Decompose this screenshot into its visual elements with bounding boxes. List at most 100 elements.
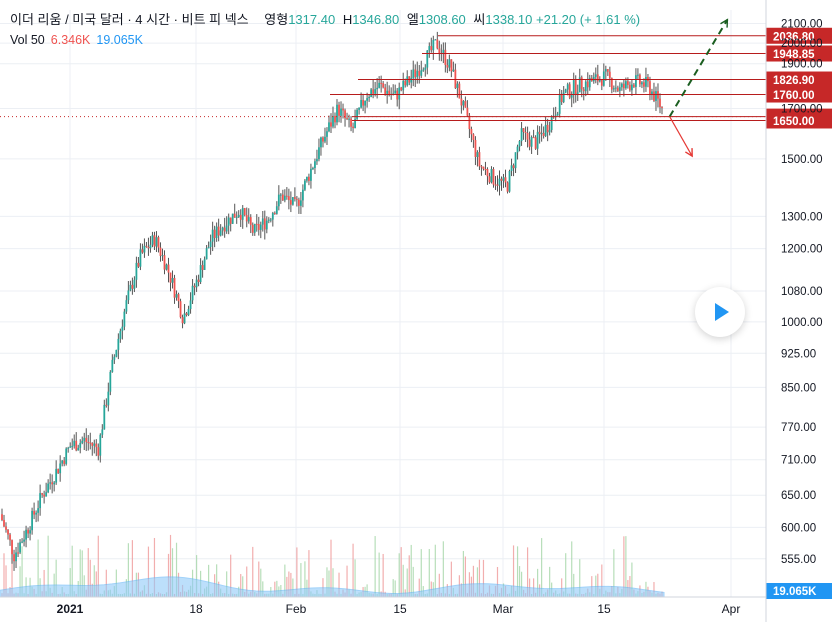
candle-body: [65, 448, 68, 464]
candle-body: [542, 132, 545, 136]
symbol-title[interactable]: 이더 리움 / 미국 달러 · 4 시간 · 비트 피 넥스: [10, 12, 249, 27]
volume-bar: [208, 564, 210, 597]
candle-body: [73, 440, 76, 446]
candle-body: [277, 194, 280, 207]
candle-body: [215, 226, 218, 238]
y-tick-label: 650.00: [781, 490, 816, 502]
candle-body: [524, 132, 527, 134]
candle-body: [450, 59, 453, 72]
volume-bar: [21, 546, 23, 597]
candle-body: [17, 552, 19, 554]
volume-bar: [262, 581, 264, 597]
candle-body: [304, 180, 306, 190]
candle-body: [113, 356, 116, 360]
candle-body: [328, 122, 330, 132]
candle-body: [332, 115, 334, 127]
candle-body: [458, 83, 461, 99]
candle-body: [582, 89, 585, 92]
candle-body: [606, 69, 609, 72]
candle-body: [125, 300, 128, 312]
candle-body: [480, 166, 483, 168]
candle-body: [55, 468, 58, 483]
play-button[interactable]: [695, 287, 745, 337]
candle-body: [655, 91, 657, 101]
candle-body: [492, 169, 495, 185]
volume-bar: [43, 569, 45, 597]
candle-body: [454, 69, 457, 88]
candle-body: [610, 78, 613, 90]
volume-bar: [625, 536, 627, 597]
volume-bar: [428, 549, 430, 597]
volume-bar: [623, 536, 625, 597]
candle-body: [500, 178, 503, 181]
level-tag-label: 1826.90: [773, 75, 815, 87]
candle-body: [3, 519, 5, 527]
candle-body: [267, 219, 270, 221]
level-tag: [766, 45, 832, 62]
candle-body: [540, 132, 543, 135]
candle-body: [508, 171, 511, 192]
candle-body: [550, 116, 553, 130]
candle-body: [374, 89, 377, 94]
candle-body: [185, 313, 188, 316]
candle-body: [464, 101, 467, 108]
x-tick-label: Apr: [722, 602, 741, 616]
volume-bar: [308, 550, 310, 597]
volume-bar: [127, 543, 129, 597]
volume-label[interactable]: Vol 50: [10, 33, 45, 47]
candle-body: [522, 128, 525, 133]
candle-body: [340, 108, 342, 116]
volume-bar: [398, 553, 400, 597]
candle-body: [653, 91, 655, 101]
candle-body: [37, 508, 40, 513]
candle-body: [578, 77, 581, 93]
candle-body: [456, 83, 459, 88]
volume-bar: [330, 539, 332, 597]
candle-body: [147, 246, 150, 249]
candle-body: [107, 391, 110, 406]
volume-bar: [410, 544, 412, 597]
volume-legend: Vol 50 6.346K 19.065K: [10, 33, 143, 47]
candle-body: [460, 98, 463, 106]
volume-bar: [478, 559, 481, 597]
candle-body: [9, 534, 11, 541]
candle-body: [5, 526, 7, 530]
candle-body: [484, 168, 487, 170]
candle-body: [474, 139, 477, 157]
volume-bar: [286, 576, 288, 597]
volume-bar: [79, 549, 81, 597]
candle-body: [520, 128, 523, 142]
volume-bar: [97, 535, 99, 597]
volume-bar: [153, 537, 156, 597]
candle-body: [191, 285, 194, 301]
volume-bar: [645, 581, 647, 597]
volume-bar: [246, 566, 248, 597]
candle-body: [59, 463, 62, 474]
candle-body: [69, 446, 72, 448]
candle-body: [574, 80, 577, 95]
candle-body: [308, 176, 310, 181]
candle-body: [404, 80, 407, 86]
volume-bar: [326, 567, 328, 597]
candle-body: [336, 104, 338, 123]
candle-body: [225, 225, 228, 232]
candle-body: [167, 264, 170, 273]
y-tick-label: 770.00: [781, 422, 816, 434]
high-label: H: [342, 12, 353, 27]
low-label: 엘: [406, 12, 419, 27]
candle-body: [49, 482, 52, 484]
candle-body: [426, 50, 429, 68]
candle-body: [283, 195, 286, 201]
volume-bar: [512, 545, 515, 597]
candle-body: [123, 311, 126, 327]
candle-body: [205, 248, 208, 260]
level-tag: [766, 86, 832, 103]
y-tick-label: 710.00: [781, 455, 816, 467]
candle-body: [211, 229, 214, 242]
candle-body: [436, 39, 439, 49]
y-tick-label: 1080.00: [781, 286, 823, 298]
y-tick-label: 1200.00: [781, 244, 823, 256]
candle-body: [380, 82, 383, 84]
volume-bar: [131, 540, 133, 597]
